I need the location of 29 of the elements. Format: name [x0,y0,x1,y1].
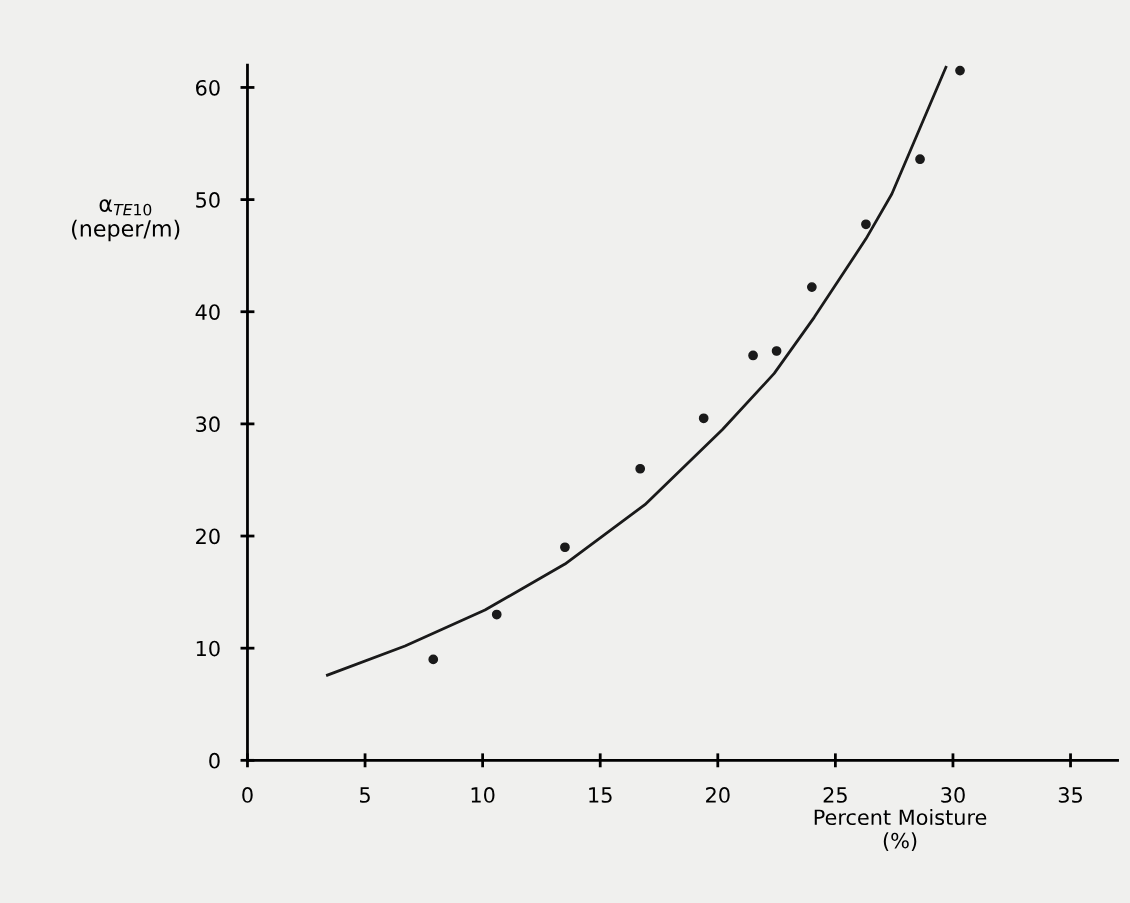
x-axis-title: Percent Moisture (%) [814,809,987,851]
y-tick-label: 0 [209,752,220,769]
x-tick-label: 10 [471,787,495,803]
point [491,609,502,620]
y-tick-label: 50 [196,192,220,208]
x-tick-label: 35 [1058,787,1082,803]
x-tick-label: 30 [941,787,965,803]
point [861,219,871,230]
x-tick-label: 25 [823,787,847,803]
point [955,65,965,76]
point [806,282,817,292]
y-tick-label: 60 [196,79,220,96]
point [698,413,709,424]
y-axis-title: α$_{TE10}$ (neper/m) [71,199,180,242]
point [748,350,758,361]
x-tick-label: 20 [706,787,730,803]
x-tick-label: 15 [589,787,612,803]
y-tick-label: 20 [196,528,220,545]
y-tick-label: 40 [195,304,220,320]
point [635,463,646,474]
point [560,542,570,553]
y-tick-label: 30 [196,416,220,433]
x-tick-label: 5 [360,787,370,803]
point [428,654,439,665]
x-tick-label: 0 [242,787,253,803]
point [771,346,782,356]
y-tick-label: 10 [196,640,220,657]
line-series [326,65,948,677]
point [915,154,925,165]
